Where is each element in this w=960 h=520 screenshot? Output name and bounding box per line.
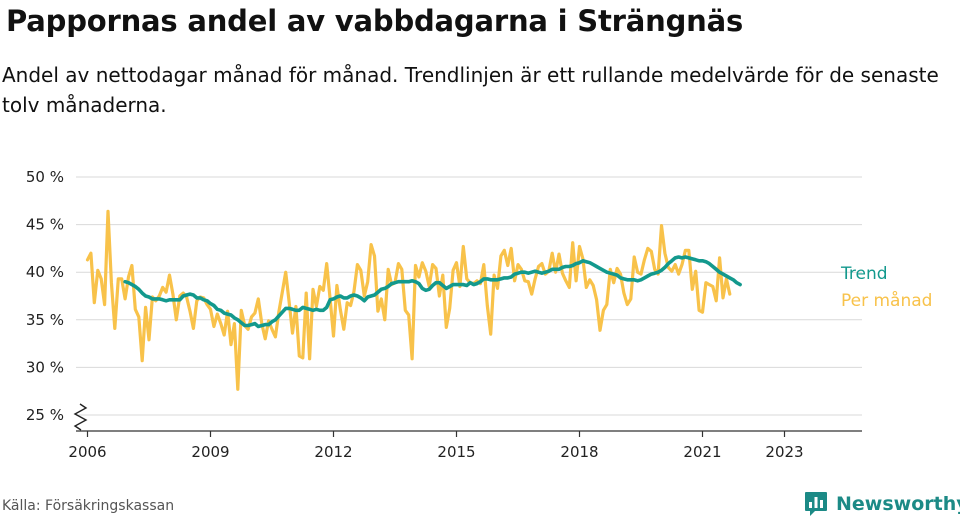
axis-break-icon bbox=[73, 403, 88, 431]
x-tick-label: 2023 bbox=[765, 443, 803, 461]
monthly-series-label: Per månad bbox=[841, 290, 932, 311]
source-note: Källa: Försäkringskassan bbox=[2, 498, 175, 514]
y-tick-label: 50 % bbox=[26, 168, 64, 186]
y-tick-label: 35 % bbox=[26, 311, 64, 329]
y-tick-label: 45 % bbox=[26, 216, 64, 234]
trend-series-label: Trend bbox=[840, 264, 888, 284]
newsworthy-logo-icon bbox=[805, 492, 827, 516]
newsworthy-brand: Newsworthy bbox=[804, 489, 960, 519]
chart-subtitle: Andel av nettodagar månad för månad. Tre… bbox=[2, 63, 939, 117]
x-tick-label: 2009 bbox=[191, 443, 229, 461]
x-tick-label: 2012 bbox=[314, 443, 352, 461]
x-axis: 2006 2009 2012 2015 2018 2021 2023 bbox=[68, 430, 862, 461]
axis-break-mark bbox=[73, 403, 88, 431]
series-lines bbox=[85, 209, 742, 391]
y-tick-label: 30 % bbox=[26, 358, 64, 376]
brand-name: Newsworthy bbox=[836, 493, 960, 515]
y-tick-label: 25 % bbox=[26, 406, 64, 424]
chart-title: Pappornas andel av vabbdagarna i Strängn… bbox=[6, 4, 744, 38]
trend-series-line bbox=[123, 255, 742, 329]
x-tick-label: 2006 bbox=[68, 443, 106, 461]
x-tick-label: 2021 bbox=[683, 443, 721, 461]
x-tick-label: 2018 bbox=[560, 443, 598, 461]
series-labels: Per månad Trend bbox=[840, 264, 932, 311]
y-axis-tick-labels: 25 % 30 % 35 % 40 % 45 % 50 % bbox=[26, 168, 64, 424]
gridlines bbox=[76, 176, 862, 416]
y-tick-label: 40 % bbox=[26, 263, 64, 281]
monthly-series-line bbox=[85, 209, 732, 391]
x-tick-label: 2015 bbox=[437, 443, 475, 461]
